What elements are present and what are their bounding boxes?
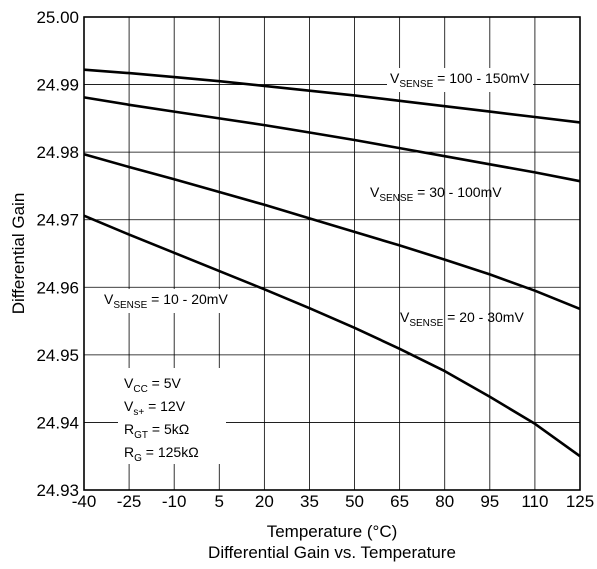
conditions-box: VCC = 5V Vs+ = 12V RGT = 5kΩ RG = 125kΩ <box>118 368 226 464</box>
y-tick-label: 24.94 <box>36 413 79 432</box>
series-line-3 <box>83 152 581 311</box>
x-tick-label: 20 <box>255 492 274 511</box>
x-tick-label: 50 <box>345 492 364 511</box>
condition-text: RGT = 5kΩ <box>124 421 189 441</box>
series-line-2 <box>83 96 581 183</box>
x-tick-label: 125 <box>566 492 594 511</box>
x-tick-label: 95 <box>480 492 499 511</box>
condition-text: RG = 125kΩ <box>124 444 199 464</box>
series-label-4: VSENSE = 10 - 20mV <box>101 289 232 313</box>
y-tick-label: 24.95 <box>36 346 79 365</box>
y-axis-label: Differential Gain <box>9 193 28 315</box>
series-labels: VSENSE = 100 - 150mV VSENSE = 30 - 100mV V… <box>101 68 534 329</box>
condition-text: Vs+ = 12V <box>124 398 186 418</box>
x-tick-label: -10 <box>162 492 187 511</box>
series-label-2: VSENSE = 30 - 100mV <box>370 184 502 204</box>
series-label-text: VSENSE = 20 - 30mV <box>400 309 524 329</box>
x-tick-label: 35 <box>300 492 319 511</box>
x-tick-label: -40 <box>72 492 97 511</box>
series-label-text: VSENSE = 30 - 100mV <box>370 184 502 204</box>
x-tick-label: 80 <box>435 492 454 511</box>
series-line-1 <box>83 68 581 124</box>
x-tick-label: 5 <box>215 492 224 511</box>
chart-title: Differential Gain vs. Temperature <box>208 543 456 562</box>
series-line-4 <box>83 214 581 458</box>
y-tick-label: 25.00 <box>36 8 79 27</box>
tick-labels: -40 -25 -10 5 20 35 50 65 80 95 110 125 25.00 24.99 24… <box>36 8 594 511</box>
x-tick-label: -25 <box>117 492 142 511</box>
y-tick-label: 24.99 <box>36 76 79 95</box>
y-tick-label: 24.97 <box>36 211 79 230</box>
y-tick-label: 24.96 <box>36 278 79 297</box>
conditions-background <box>118 368 226 464</box>
x-tick-label: 110 <box>521 492 548 511</box>
y-tick-label: 24.98 <box>36 143 79 162</box>
series-label-1: VSENSE = 100 - 150mV <box>387 68 534 92</box>
condition-text: VCC = 5V <box>124 375 182 395</box>
series-label-background <box>387 68 534 92</box>
y-tick-label: 24.93 <box>36 481 79 500</box>
series-label-background <box>101 289 232 313</box>
series-label-text: VSENSE = 10 - 20mV <box>104 291 228 311</box>
series-lines <box>83 68 581 458</box>
x-tick-label: 65 <box>390 492 409 511</box>
x-axis-label: Temperature (°C) <box>267 522 398 541</box>
series-label-3: VSENSE = 20 - 30mV <box>400 309 524 329</box>
plot-frame <box>83 16 581 491</box>
series-label-text: VSENSE = 100 - 150mV <box>390 70 530 90</box>
